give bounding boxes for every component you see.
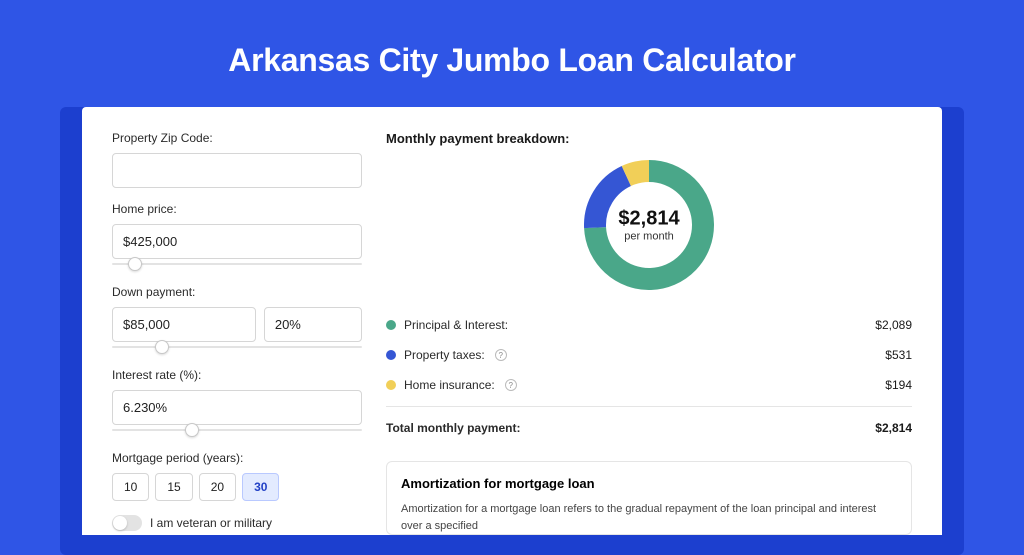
down-pct-input[interactable]: [264, 307, 362, 342]
legend-label: Principal & Interest:: [404, 318, 508, 332]
down-slider[interactable]: [112, 340, 362, 354]
rate-label: Interest rate (%):: [112, 368, 362, 382]
amortization-body: Amortization for a mortgage loan refers …: [401, 501, 897, 534]
period-option-30[interactable]: 30: [242, 473, 279, 501]
down-amount-input[interactable]: [112, 307, 256, 342]
legend-amount: $531: [885, 348, 912, 362]
divider: [386, 406, 912, 407]
price-label: Home price:: [112, 202, 362, 216]
veteran-label: I am veteran or military: [150, 516, 272, 530]
slider-thumb[interactable]: [185, 423, 199, 437]
down-field: Down payment:: [112, 285, 362, 354]
card-backdrop: Property Zip Code: Home price: Down paym…: [60, 107, 964, 555]
legend-row: Home insurance:? $194: [386, 370, 912, 400]
donut-center: $2,814 per month: [618, 208, 679, 243]
info-icon[interactable]: ?: [505, 379, 517, 391]
page-title: Arkansas City Jumbo Loan Calculator: [0, 0, 1024, 107]
down-label: Down payment:: [112, 285, 362, 299]
total-label: Total monthly payment:: [386, 421, 520, 435]
rate-slider[interactable]: [112, 423, 362, 437]
legend-dot: [386, 380, 396, 390]
calculator-card: Property Zip Code: Home price: Down paym…: [82, 107, 942, 535]
rate-field: Interest rate (%):: [112, 368, 362, 437]
price-input[interactable]: [112, 224, 362, 259]
slider-thumb[interactable]: [155, 340, 169, 354]
veteran-toggle[interactable]: [112, 515, 142, 531]
breakdown-title: Monthly payment breakdown:: [386, 131, 912, 146]
legend-row: Principal & Interest: $2,089: [386, 310, 912, 340]
donut-slice: [626, 171, 649, 176]
veteran-row: I am veteran or military: [112, 515, 362, 531]
period-label: Mortgage period (years):: [112, 451, 362, 465]
legend-row: Property taxes:? $531: [386, 340, 912, 370]
zip-input[interactable]: [112, 153, 362, 188]
donut-chart: $2,814 per month: [386, 160, 912, 290]
donut-sub: per month: [618, 231, 679, 243]
legend-label: Property taxes:: [404, 348, 485, 362]
toggle-knob: [113, 516, 127, 530]
total-amount: $2,814: [875, 421, 912, 435]
period-field: Mortgage period (years): 10152030: [112, 451, 362, 501]
legend: Principal & Interest: $2,089 Property taxe…: [386, 310, 912, 400]
legend-amount: $194: [885, 378, 912, 392]
price-slider[interactable]: [112, 257, 362, 271]
total-row: Total monthly payment: $2,814: [386, 413, 912, 443]
period-option-10[interactable]: 10: [112, 473, 149, 501]
legend-dot: [386, 320, 396, 330]
period-option-20[interactable]: 20: [199, 473, 236, 501]
amortization-title: Amortization for mortgage loan: [401, 476, 897, 491]
amortization-card: Amortization for mortgage loan Amortizat…: [386, 461, 912, 535]
slider-track: [112, 346, 362, 348]
slider-track: [112, 429, 362, 431]
donut-value: $2,814: [618, 208, 679, 231]
legend-label: Home insurance:: [404, 378, 495, 392]
zip-label: Property Zip Code:: [112, 131, 362, 145]
legend-dot: [386, 350, 396, 360]
slider-track: [112, 263, 362, 265]
input-column: Property Zip Code: Home price: Down paym…: [112, 131, 362, 535]
slider-thumb[interactable]: [128, 257, 142, 271]
breakdown-column: Monthly payment breakdown: $2,814 per mo…: [386, 131, 912, 535]
period-option-15[interactable]: 15: [155, 473, 192, 501]
period-options: 10152030: [112, 473, 362, 501]
rate-input[interactable]: [112, 390, 362, 425]
info-icon[interactable]: ?: [495, 349, 507, 361]
zip-field: Property Zip Code:: [112, 131, 362, 188]
price-field: Home price:: [112, 202, 362, 271]
legend-amount: $2,089: [875, 318, 912, 332]
